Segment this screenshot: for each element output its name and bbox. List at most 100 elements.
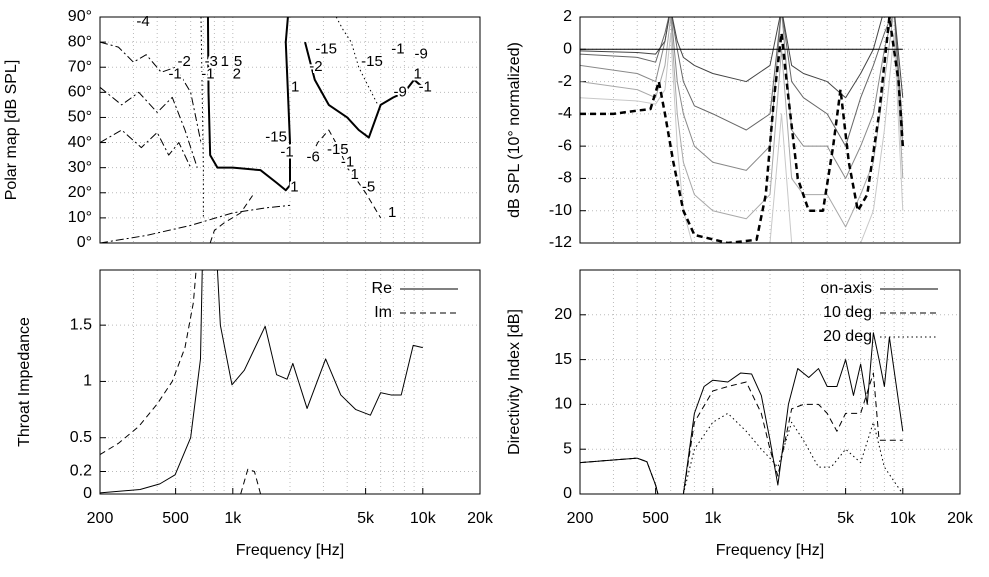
plot-area <box>100 270 423 494</box>
series-line <box>580 372 903 494</box>
series-line <box>311 129 382 219</box>
panel: 0 5 10 15 20 200 500 1k 5k 10k 20k Directivity Inde… <box>506 269 974 559</box>
series-line <box>580 17 904 99</box>
x-tick-label: 10k <box>410 510 437 527</box>
y-tick-label: 15 <box>554 351 572 368</box>
x-tick-label: 200 <box>567 510 594 527</box>
series-line <box>209 192 255 243</box>
y-tick-label: 1 <box>83 373 92 390</box>
y-tick-label: 2 <box>563 8 572 25</box>
series-line <box>335 17 379 106</box>
y-tick-label: -12 <box>549 234 572 251</box>
contour-label: -1 <box>201 66 214 83</box>
y-tick-label: 10 <box>554 396 572 413</box>
contour-label: 2 <box>233 66 241 83</box>
contour-label: -6 <box>307 149 320 166</box>
contour-label: -15 <box>361 53 383 70</box>
contour-label: 1 <box>351 166 359 183</box>
legend-label: on-axis <box>820 280 872 297</box>
x-tick-label: 200 <box>87 510 114 527</box>
contour-label: 5 <box>234 53 242 70</box>
series-line <box>580 412 904 494</box>
y-tick-label: -10 <box>549 202 572 219</box>
y-tick-label: -6 <box>558 137 572 154</box>
contour-label: 1 <box>221 53 229 70</box>
contour-label: -4 <box>136 13 149 30</box>
series-line <box>100 270 423 494</box>
contour-label: -9 <box>414 46 427 63</box>
contour-label: 1 <box>291 78 299 95</box>
y-tick-label: 0° <box>77 234 92 251</box>
series-line <box>206 17 291 192</box>
contour-label: -1 <box>419 78 432 95</box>
contour-label: -5 <box>362 179 375 196</box>
x-axis-label: Frequency [Hz] <box>236 542 344 559</box>
series-line <box>100 86 198 168</box>
legend-label: Im <box>374 304 392 321</box>
y-tick-label: 1.5 <box>70 316 92 333</box>
series-line <box>100 129 192 168</box>
x-tick-label: 20k <box>947 510 974 527</box>
x-tick-label: 1k <box>704 510 722 527</box>
x-tick-label: 5k <box>837 510 855 527</box>
contour-label: -15 <box>315 41 337 58</box>
series-line <box>304 41 424 139</box>
plot-area <box>580 332 904 494</box>
contour-label: 1 <box>388 204 396 221</box>
y-tick-label: 10° <box>68 209 92 226</box>
x-axis-label: Frequency [Hz] <box>716 542 824 559</box>
plot-frame <box>99 16 481 244</box>
contour-label: 1 <box>290 179 298 196</box>
series-line <box>580 332 904 494</box>
y-axis-label: Directivity Index [dB] <box>506 309 523 455</box>
x-tick-label: 10k <box>890 510 917 527</box>
y-axis-label: dB SPL (10° normalized) <box>506 42 523 218</box>
contour-label: -1 <box>280 144 293 161</box>
y-tick-label: 50° <box>68 109 92 126</box>
y-tick-label: 70° <box>68 58 92 75</box>
series-line <box>580 17 904 147</box>
contour-label: -9 <box>393 83 406 100</box>
contour-label: -1 <box>341 154 354 171</box>
y-tick-label: -2 <box>558 73 572 90</box>
x-tick-label: 5k <box>357 510 375 527</box>
y-axis-label: Polar map [dB SPL] <box>3 60 20 201</box>
panel: -12 -10 -8 -6 -4 -2 0 2 dB SPL (10° normalized) <box>506 8 961 251</box>
series-line <box>580 17 905 243</box>
y-tick-label: 30° <box>68 159 92 176</box>
y-tick-label: 90° <box>68 8 92 25</box>
y-tick-label: -4 <box>558 105 572 122</box>
plot-frame <box>579 16 961 244</box>
x-tick-label: 500 <box>162 510 189 527</box>
series-line <box>100 204 291 243</box>
legend-label: 20 deg <box>823 328 872 345</box>
y-tick-label: 0 <box>563 41 572 58</box>
x-tick-label: 500 <box>642 510 669 527</box>
y-tick-label: 40° <box>68 134 92 151</box>
contour-label: -15 <box>327 141 349 158</box>
panel: 0 0.2 0.5 1 1.5 200 500 1k 5k 10k 20k Throat Impeda… <box>16 269 494 559</box>
series-line <box>100 41 202 143</box>
series-line <box>580 32 904 243</box>
y-tick-label: 60° <box>68 84 92 101</box>
y-tick-label: 0.2 <box>70 463 92 480</box>
series-line <box>100 270 262 494</box>
contour-label: -15 <box>265 129 287 146</box>
plot-frame <box>579 269 961 495</box>
contour-label: -2 <box>309 58 322 75</box>
y-tick-label: 0.5 <box>70 429 92 446</box>
x-tick-label: 1k <box>224 510 242 527</box>
y-tick-label: 20° <box>68 184 92 201</box>
y-tick-label: 20 <box>554 306 572 323</box>
x-tick-label: 20k <box>467 510 494 527</box>
y-tick-label: -8 <box>558 170 572 187</box>
contour-label: -2 <box>178 53 191 70</box>
panel: 0° 10° 20° 30° 40° 50° 60° 70° 80° 90° Polar map [… <box>3 8 481 251</box>
contour-label: -1 <box>391 41 404 58</box>
plot-area <box>100 17 424 243</box>
legend-label: Re <box>372 280 393 297</box>
legend-label: 10 deg <box>823 304 872 321</box>
series-line <box>200 17 204 218</box>
y-tick-label: 0 <box>83 485 92 502</box>
contour-label: -3 <box>205 53 218 70</box>
